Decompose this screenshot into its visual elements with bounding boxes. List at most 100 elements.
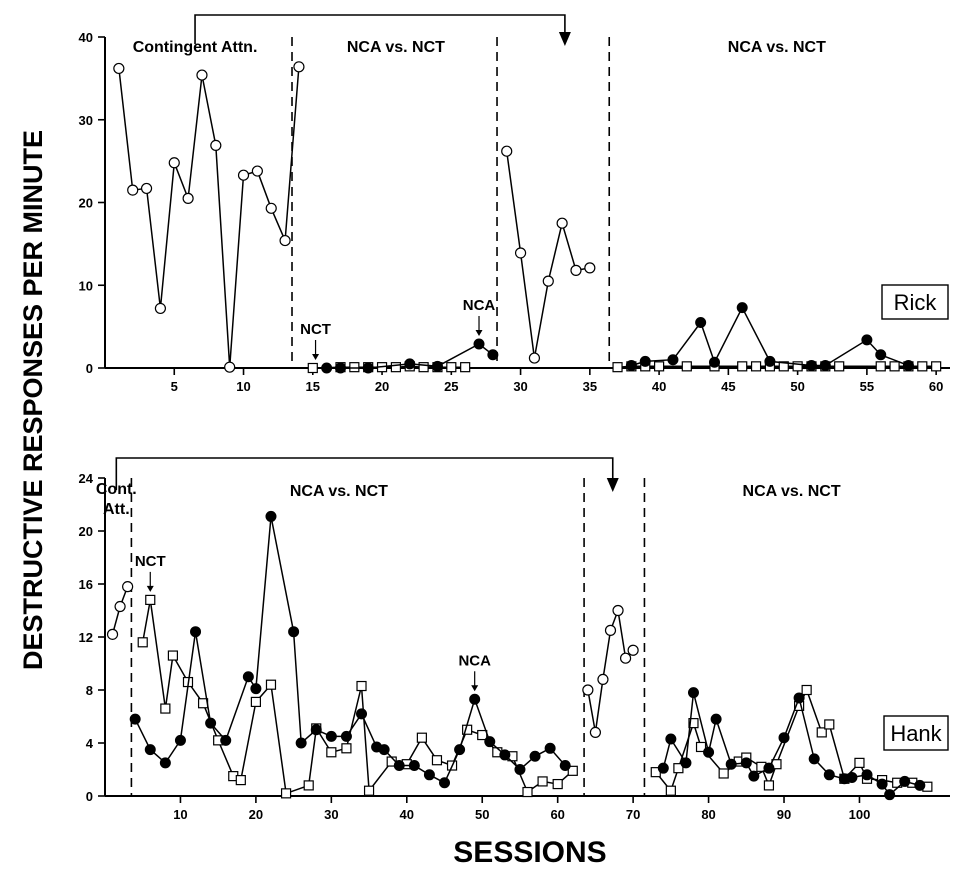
data-point-filled-circle <box>310 724 322 736</box>
data-point-square <box>137 637 148 648</box>
data-point-square <box>265 679 277 690</box>
data-point-filled-circle <box>709 356 721 368</box>
data-point-filled-circle <box>340 730 352 742</box>
y-tick-label: 10 <box>79 278 93 293</box>
data-point-filled-circle <box>559 760 571 772</box>
data-point-square <box>390 362 402 373</box>
y-tick-label: 0 <box>86 361 93 376</box>
data-point-filled-circle <box>325 730 337 742</box>
x-tick-label: 10 <box>236 379 250 394</box>
data-point-square <box>801 684 812 696</box>
data-point-open-circle <box>106 628 119 640</box>
data-point-filled-circle <box>793 692 805 704</box>
x-tick-label: 50 <box>475 807 489 822</box>
series-line-filled-circle <box>134 516 566 784</box>
annotation-label: NCT <box>135 553 166 570</box>
data-point-open-circle <box>556 217 568 229</box>
y-tick-label: 40 <box>79 30 93 45</box>
data-point-filled-circle <box>356 708 368 720</box>
data-point-filled-circle <box>703 746 715 758</box>
data-point-square <box>612 362 623 373</box>
x-tick-label: 40 <box>400 807 414 822</box>
x-tick-label: 60 <box>550 807 564 822</box>
data-point-filled-circle <box>408 760 420 772</box>
phase-bracket <box>194 14 566 44</box>
data-point-filled-circle <box>861 769 873 781</box>
x-tick-label: 45 <box>721 379 735 394</box>
annotation-label: NCA <box>463 297 496 314</box>
data-point-filled-circle <box>667 354 679 366</box>
data-point-filled-circle <box>808 753 820 765</box>
annotation-arrowhead <box>146 585 154 592</box>
data-point-square <box>665 785 676 796</box>
data-point-filled-circle <box>454 744 466 756</box>
data-point-filled-circle <box>144 744 156 756</box>
data-point-open-circle <box>237 169 250 181</box>
data-point-filled-circle <box>334 362 346 374</box>
data-point-filled-circle <box>423 769 435 781</box>
data-point-filled-circle <box>725 758 737 770</box>
phase-bracket <box>115 457 614 490</box>
data-point-square <box>653 361 665 372</box>
x-tick-label: 10 <box>173 807 187 822</box>
data-point-open-circle <box>570 264 582 276</box>
x-tick-label: 100 <box>849 807 871 822</box>
data-point-open-circle <box>224 361 236 373</box>
data-point-open-circle <box>154 302 167 315</box>
data-point-filled-circle <box>736 302 748 314</box>
data-point-filled-circle <box>362 362 374 374</box>
data-point-open-circle <box>114 600 126 613</box>
data-point-filled-circle <box>205 717 217 729</box>
data-point-open-circle <box>196 69 208 81</box>
data-point-square <box>418 362 429 373</box>
data-point-open-circle <box>182 192 194 204</box>
y-axis-label: DESTRUCTIVE RESPONSES PER MINUTE <box>18 130 48 670</box>
data-point-open-circle <box>597 673 609 686</box>
data-point-square <box>816 727 827 738</box>
data-point-filled-circle <box>805 360 817 372</box>
y-tick-label: 20 <box>79 196 93 211</box>
bracket-arrowhead <box>606 478 619 492</box>
y-tick-label: 20 <box>79 524 93 539</box>
x-tick-label: 20 <box>375 379 389 394</box>
x-tick-label: 55 <box>860 379 874 394</box>
data-point-open-circle <box>582 684 594 696</box>
data-point-filled-circle <box>469 693 481 705</box>
data-point-square <box>834 361 845 372</box>
data-point-square <box>235 774 246 786</box>
y-tick-label: 12 <box>79 630 93 645</box>
data-point-open-circle <box>279 234 291 247</box>
data-point-filled-circle <box>778 732 790 744</box>
data-point-filled-circle <box>846 771 858 783</box>
rick-panel: 0 10 20 30 40 5 10 15 20 25 30 35 40 45 50 55 60 Continge… <box>79 14 950 394</box>
data-point-square <box>167 650 179 661</box>
x-tick-label: 40 <box>652 379 666 394</box>
data-point-square <box>363 785 375 796</box>
data-point-filled-circle <box>875 349 887 361</box>
data-point-square <box>160 703 171 714</box>
data-point-square <box>889 361 900 372</box>
participant-box <box>883 715 949 751</box>
data-point-square <box>145 594 156 606</box>
data-point-filled-circle <box>250 683 262 695</box>
data-point-filled-circle <box>695 316 707 328</box>
data-point-filled-circle <box>740 757 752 769</box>
data-point-filled-circle <box>514 764 526 775</box>
phase-label: Att. <box>103 501 130 518</box>
data-point-square <box>673 763 684 774</box>
data-point-filled-circle <box>823 769 835 781</box>
data-point-filled-circle <box>914 779 926 791</box>
data-point-square <box>250 696 261 708</box>
annotation-label: NCA <box>458 652 491 669</box>
data-point-filled-circle <box>242 671 254 683</box>
data-point-square <box>737 361 748 372</box>
data-point-open-circle <box>514 247 527 259</box>
participant-box <box>881 284 949 320</box>
data-point-open-circle <box>140 182 153 195</box>
x-tick-label: 15 <box>306 379 320 394</box>
data-point-filled-circle <box>764 355 776 367</box>
data-point-square <box>446 362 457 373</box>
data-point-open-circle <box>528 352 541 364</box>
data-point-filled-circle <box>748 770 760 782</box>
